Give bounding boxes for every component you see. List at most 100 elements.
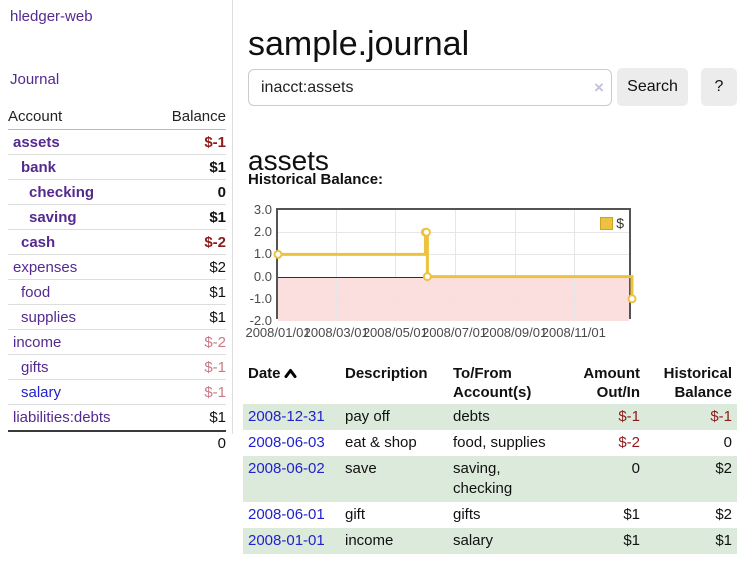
search-input[interactable] [248, 69, 612, 106]
data-point-marker [273, 249, 283, 259]
x-tick-label: 2008/01/01 [245, 325, 311, 340]
sidebar-account-balance: $1 [209, 409, 226, 426]
register-description-cell: income [345, 532, 394, 549]
sidebar-account-link[interactable]: gifts [21, 358, 49, 376]
register-row: 2008-01-01 income salary $1 $1 [243, 528, 737, 554]
column-header-description: Description [345, 365, 428, 382]
register-table: Date Description To/From Account(s) Amou… [243, 362, 737, 554]
account-section-title: assets [248, 145, 329, 177]
register-date-link[interactable]: 2008-12-31 [248, 408, 325, 425]
register-header-row: Date Description To/From Account(s) Amou… [243, 362, 737, 404]
sidebar-account-balance: $-1 [204, 358, 226, 376]
balance-column-header: Balance [171, 108, 226, 125]
sidebar-account-link[interactable]: cash [21, 233, 56, 251]
register-balance-cell: $1 [715, 532, 732, 549]
sidebar-account-row: cash $-2 [8, 230, 226, 255]
sidebar-account-balance: $-2 [204, 233, 226, 251]
sidebar-account-link[interactable]: checking [29, 183, 95, 201]
account-column-header: Account [8, 108, 63, 125]
register-date-link[interactable]: 2008-06-02 [248, 460, 325, 477]
search-button[interactable]: Search [617, 68, 688, 106]
register-amount-cell: $1 [623, 532, 640, 549]
legend-swatch-icon [600, 216, 614, 230]
sidebar: hledger-web Journal Account Balance asse… [0, 0, 233, 452]
register-balance-cell: $2 [715, 460, 732, 477]
chart-title: Historical Balance: [248, 171, 384, 188]
sidebar-account-link[interactable]: supplies [21, 308, 77, 326]
register-date-link[interactable]: 2008-01-01 [248, 532, 325, 549]
y-tick-label: -2.0 [249, 313, 272, 328]
sidebar-account-row: salary $-1 [8, 380, 226, 405]
register-date-link[interactable]: 2008-06-03 [248, 434, 325, 451]
sidebar-account-link[interactable]: expenses [13, 258, 78, 276]
sidebar-account-link[interactable]: assets [13, 133, 60, 151]
x-gridline [574, 210, 575, 317]
sidebar-account-balance: $2 [209, 258, 226, 276]
sidebar-account-row: supplies $1 [8, 305, 226, 330]
register-date-link[interactable]: 2008-06-01 [248, 506, 325, 523]
sidebar-account-balance: 0 [217, 183, 226, 201]
app-title-link[interactable]: hledger-web [10, 8, 93, 25]
accounts-table: Account Balance assets $-1 bank $1 checking 0… [8, 104, 226, 452]
register-amount-cell: $-2 [618, 434, 640, 451]
register-row: 2008-12-31 pay off debts $-1 $-1 [243, 404, 737, 430]
sidebar-account-balance: $1 [209, 208, 226, 226]
register-row: 2008-06-01 gift gifts $1 $2 [243, 502, 737, 528]
sidebar-item-journal[interactable]: Journal [10, 71, 60, 88]
column-header-amount: Amount Out/In [583, 365, 640, 401]
data-point-marker [421, 227, 431, 237]
balance-line-series [273, 227, 637, 304]
register-date-cell: 2008-01-01 [243, 528, 340, 554]
y-gridline [278, 232, 629, 233]
register-amount-cell: $1 [623, 506, 640, 523]
clear-search-icon[interactable]: × [594, 78, 604, 97]
chart-legend: $ [600, 215, 624, 231]
y-tick-label: -1.0 [249, 290, 272, 306]
sidebar-account-row: food $1 [8, 280, 226, 305]
register-balance-cell: 0 [723, 434, 732, 451]
sidebar-account-balance: $1 [209, 283, 226, 301]
sidebar-account-row: bank $1 [8, 155, 226, 180]
register-description-cell: pay off [345, 408, 390, 425]
x-tick-label: 2008/05/01 [362, 325, 428, 340]
sidebar-account-row: saving $1 [8, 205, 226, 230]
sidebar-account-row: liabilities:debts $1 [8, 405, 226, 430]
help-button[interactable]: ? [701, 68, 737, 106]
column-header-accounts: To/From Account(s) [453, 365, 532, 401]
y-tick-label: 2.0 [253, 224, 272, 240]
y-gridline [278, 254, 629, 255]
sidebar-account-row: checking 0 [8, 180, 226, 205]
chart-plot: 2008/01/01 2008/03/01 2008/05/01 2008/07/01… [245, 202, 637, 340]
sidebar-account-balance: $1 [209, 308, 226, 326]
x-tick-label: 2008/09/01 [482, 325, 548, 340]
y-gridline [278, 299, 629, 300]
sidebar-account-link[interactable]: salary [21, 383, 62, 401]
register-description-cell: eat & shop [345, 434, 417, 451]
register-date-cell: 2008-06-03 [243, 430, 340, 456]
accounts-total-row: 0 [8, 430, 226, 452]
sidebar-account-link[interactable]: liabilities:debts [13, 409, 111, 426]
y-tick-label: 3.0 [253, 202, 272, 217]
sidebar-account-link[interactable]: food [21, 283, 51, 301]
sidebar-account-row: income $-2 [8, 330, 226, 355]
sidebar-account-link[interactable]: saving [29, 208, 77, 226]
column-header-date[interactable]: Date [243, 362, 340, 404]
register-accounts-cell: gifts [453, 506, 481, 523]
data-point-marker [422, 272, 432, 282]
register-amount-cell: 0 [631, 460, 640, 477]
x-gridline [515, 210, 516, 317]
register-date-cell: 2008-06-02 [243, 456, 340, 502]
sidebar-account-balance: $-1 [204, 133, 226, 151]
x-tick-label: 2008/11/01 [541, 325, 606, 340]
sidebar-account-row: expenses $2 [8, 255, 226, 280]
register-accounts-cell: debts [453, 408, 490, 425]
register-accounts-cell: saving, checking [453, 460, 513, 497]
sidebar-account-link[interactable]: bank [21, 158, 57, 176]
legend-label: $ [616, 215, 624, 231]
x-tick-label: 2008/03/01 [303, 325, 369, 340]
y-tick-label: 1.0 [253, 246, 272, 262]
x-gridline [395, 210, 396, 317]
accounts-total-value: 0 [217, 435, 226, 452]
sidebar-accounts-body: assets $-1 bank $1 checking 0 saving $1 cash $-2 e… [8, 130, 226, 430]
sidebar-account-link[interactable]: income [13, 333, 62, 351]
